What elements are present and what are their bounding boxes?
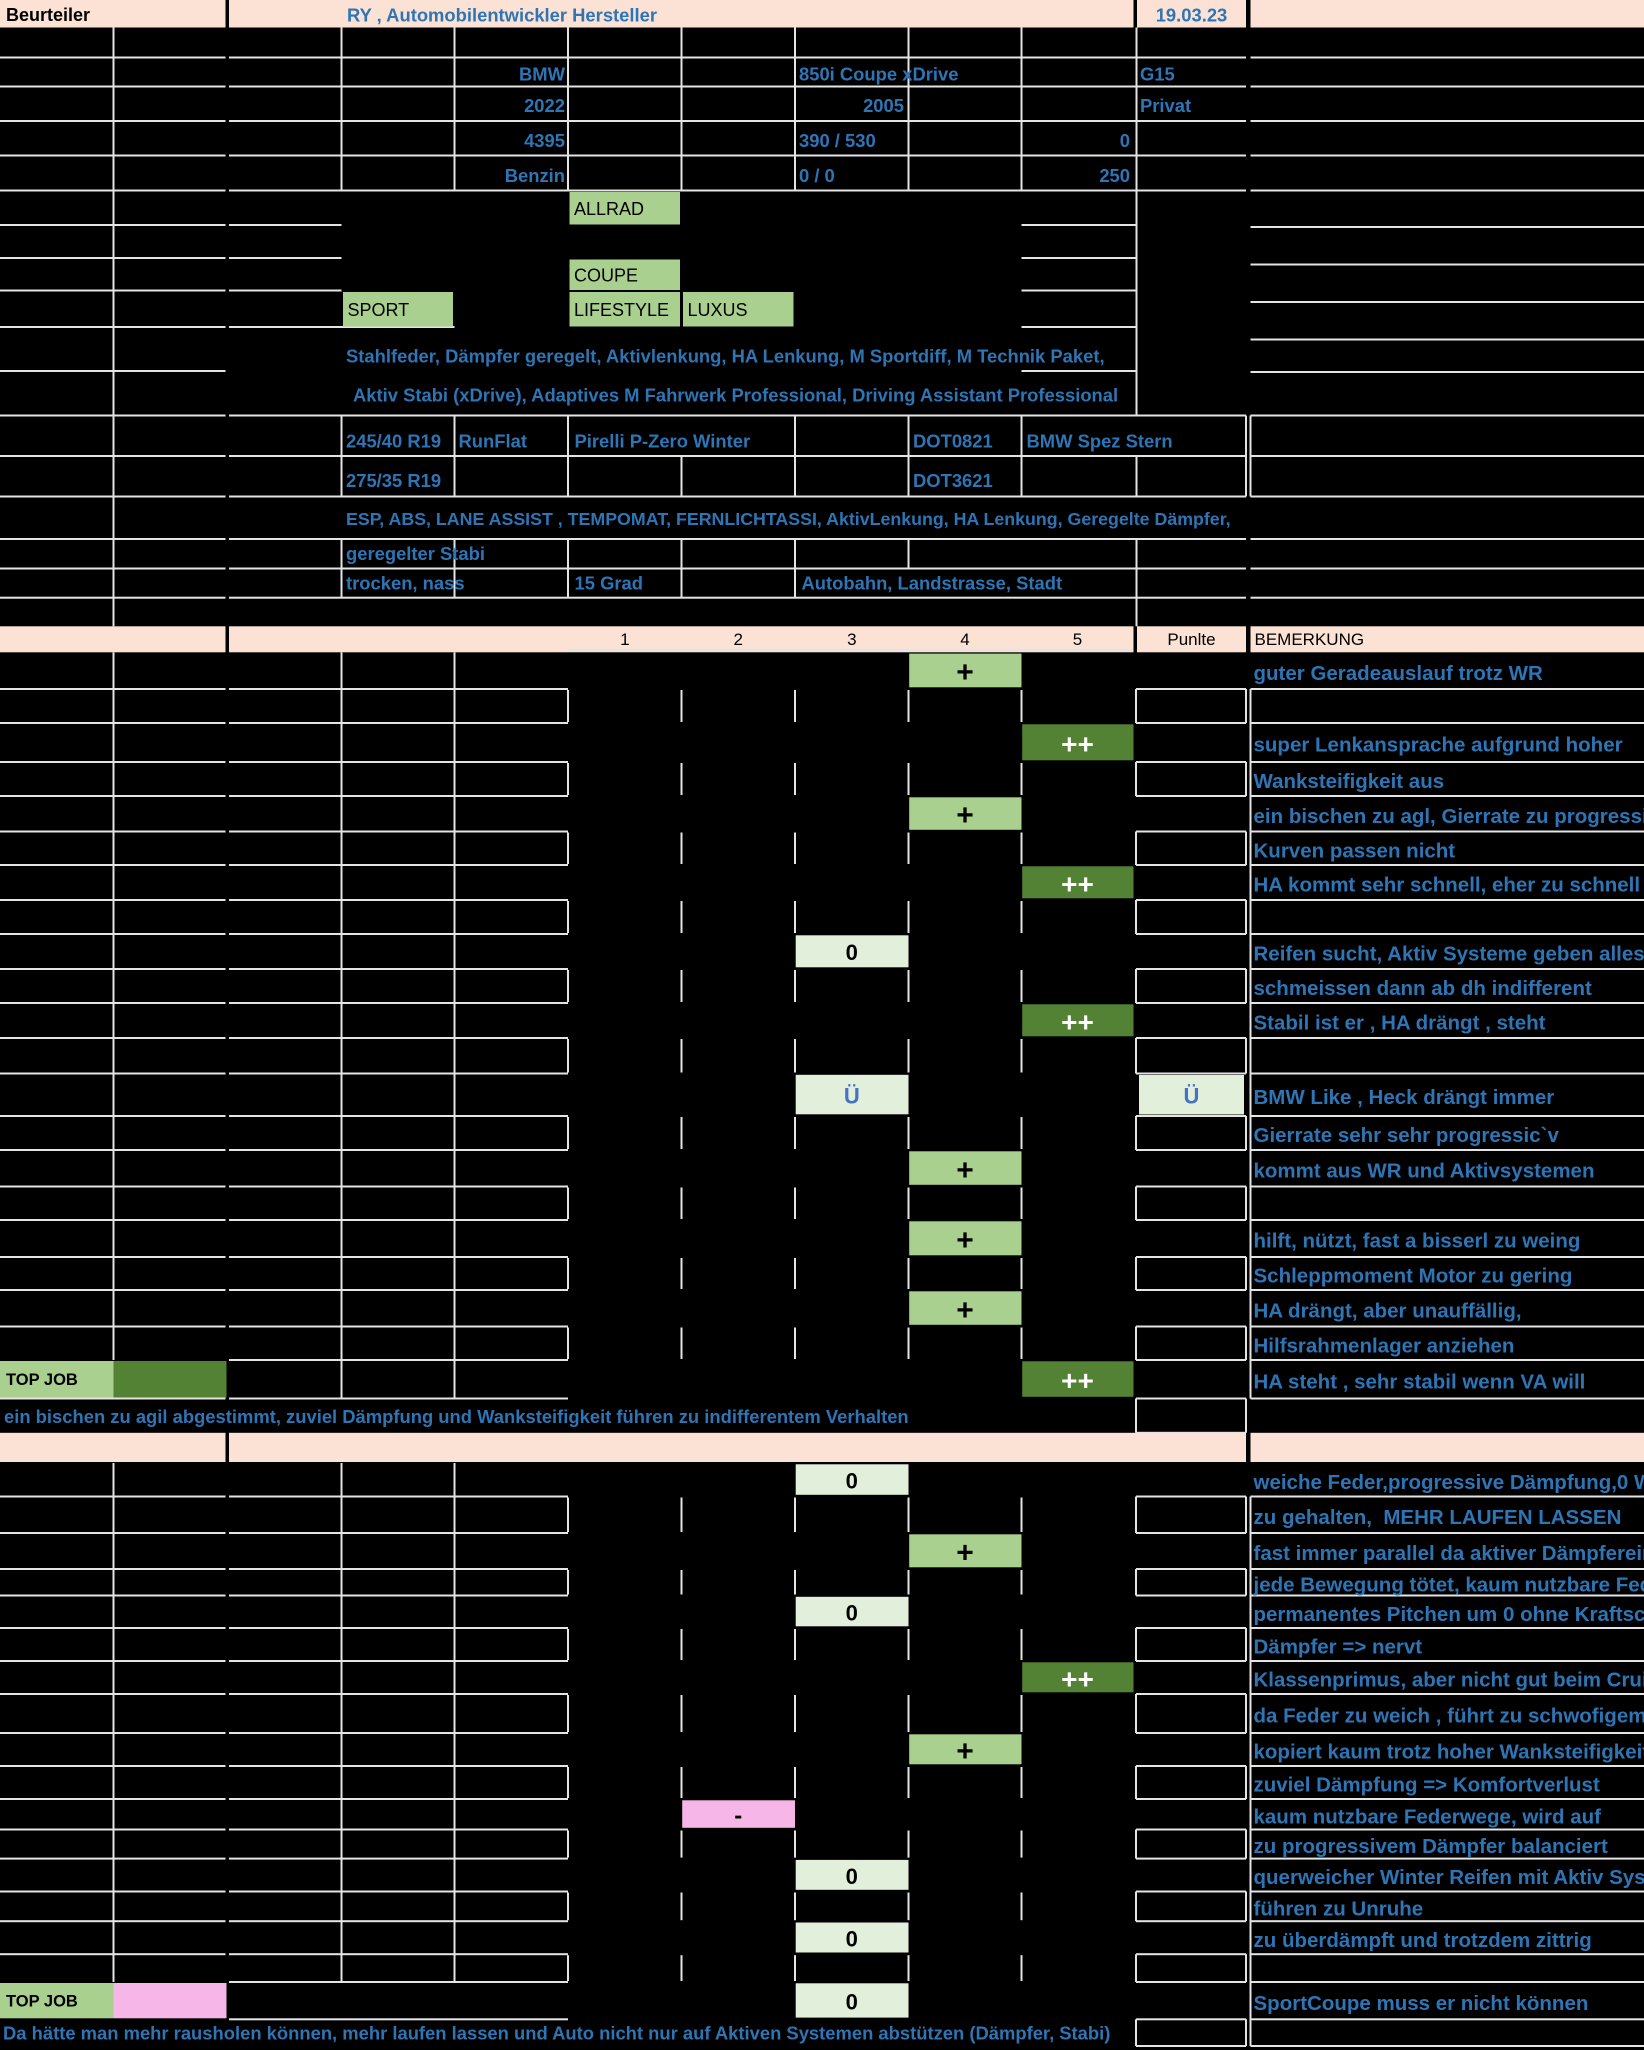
- svg-text:kommt aus WR und Aktivsystemen: kommt aus WR und Aktivsystemen: [1254, 1159, 1595, 1182]
- svg-text:3: 3: [847, 630, 856, 649]
- svg-text:Pirelli P-Zero Winter: Pirelli P-Zero Winter: [575, 430, 751, 451]
- svg-text:jede Bewegung tötet, kaum nutz: jede Bewegung tötet, kaum nutzbare Feder…: [1253, 1573, 1644, 1596]
- svg-text:0 / 0: 0 / 0: [799, 165, 835, 186]
- svg-text:4395: 4395: [524, 130, 565, 151]
- svg-text:Dämpfer => nervt: Dämpfer => nervt: [1254, 1636, 1423, 1659]
- svg-text:BEMERKUNG: BEMERKUNG: [1255, 630, 1365, 649]
- svg-text:permanentes Pitchen um 0 ohne: permanentes Pitchen um 0 ohne Kraftschlu…: [1254, 1603, 1644, 1626]
- svg-text:guter Geradeauslauf trotz WR: guter Geradeauslauf trotz WR: [1254, 662, 1544, 685]
- svg-text:Beurteiler: Beurteiler: [6, 5, 90, 25]
- svg-text:Klassenprimus, aber nicht gut: Klassenprimus, aber nicht gut beim Cruis…: [1254, 1669, 1644, 1692]
- svg-text:DOT3621: DOT3621: [913, 470, 993, 491]
- svg-text:850i Coupe xDrive: 850i Coupe xDrive: [799, 63, 958, 84]
- svg-text:Punlte: Punlte: [1167, 630, 1215, 649]
- svg-text:Ü: Ü: [844, 1084, 860, 1109]
- svg-text:-: -: [734, 1803, 742, 1830]
- svg-text:TOP JOB: TOP JOB: [6, 1371, 78, 1389]
- svg-text:2005: 2005: [863, 95, 904, 116]
- svg-text:SportCoupe muss er nicht könne: SportCoupe muss er nicht können: [1254, 1992, 1589, 2015]
- svg-text:+: +: [956, 656, 974, 689]
- svg-text:++: ++: [1061, 728, 1094, 759]
- svg-text:BMW: BMW: [519, 63, 566, 84]
- svg-text:+: +: [956, 1537, 974, 1570]
- svg-text:HA steht , sehr stabil wenn VA: HA steht , sehr stabil wenn VA will: [1254, 1370, 1586, 1393]
- svg-text:zuviel Dämpfung => Komfortverl: zuviel Dämpfung => Komfortverlust: [1254, 1774, 1600, 1797]
- svg-text:Autobahn, Landstrasse, Stadt: Autobahn, Landstrasse, Stadt: [802, 572, 1063, 593]
- svg-text:Stahlfeder, Dämpfer geregelt,: Stahlfeder, Dämpfer geregelt, Aktivlenku…: [346, 345, 1105, 366]
- svg-text:1: 1: [620, 630, 629, 649]
- svg-text:geregelter Stabi: geregelter Stabi: [346, 543, 485, 564]
- svg-text:0: 0: [846, 1989, 858, 2014]
- svg-text:hilft, nützt, fast a bisserl z: hilft, nützt, fast a bisserl zu weing: [1254, 1230, 1581, 1253]
- svg-text:ein bischen zu agil abgestimmt: ein bischen zu agil abgestimmt, zuviel D…: [4, 1406, 909, 1427]
- svg-text:RunFlat: RunFlat: [459, 430, 527, 451]
- svg-text:Schleppmoment Motor zu gering: Schleppmoment Motor zu gering: [1254, 1265, 1573, 1288]
- svg-text:0: 0: [1120, 130, 1130, 151]
- svg-text:G15: G15: [1140, 63, 1175, 84]
- svg-text:+: +: [956, 1735, 974, 1768]
- svg-text:Wanksteifigkeit aus: Wanksteifigkeit aus: [1254, 770, 1445, 793]
- svg-text:19.03.23: 19.03.23: [1156, 4, 1228, 25]
- svg-text:0: 0: [846, 1469, 858, 1494]
- svg-text:15 Grad: 15 Grad: [575, 572, 644, 593]
- svg-text:COUPE: COUPE: [574, 265, 638, 285]
- svg-text:DOT0821: DOT0821: [913, 430, 993, 451]
- svg-text:4: 4: [960, 630, 969, 649]
- svg-text:5: 5: [1073, 630, 1082, 649]
- svg-text:Hilfsrahmenlager anziehen: Hilfsrahmenlager anziehen: [1254, 1334, 1515, 1357]
- svg-text:0: 0: [846, 1601, 858, 1626]
- svg-text:kaum nutzbare Federwege, wird: kaum nutzbare Federwege, wird auf: [1254, 1805, 1602, 1828]
- svg-text:++: ++: [1061, 1365, 1094, 1396]
- svg-text:zu gehalten, MEHR LAUFEN LASS: zu gehalten, MEHR LAUFEN LASSEN: [1254, 1506, 1622, 1529]
- svg-text:führen zu Unruhe: führen zu Unruhe: [1254, 1898, 1424, 1921]
- svg-text:querweicher Winter Reifen mit: querweicher Winter Reifen mit Aktiv Syst…: [1254, 1866, 1644, 1889]
- svg-text:schmeissen dann ab dh indiffer: schmeissen dann ab dh indifferent: [1254, 977, 1592, 1000]
- svg-text:0: 0: [846, 1926, 858, 1951]
- svg-text:Kurven passen nicht: Kurven passen nicht: [1254, 839, 1456, 862]
- svg-text:BMW Spez Stern: BMW Spez Stern: [1027, 430, 1173, 451]
- svg-text:SPORT: SPORT: [348, 300, 410, 320]
- svg-text:Stabil ist er , HA drängt , st: Stabil ist er , HA drängt , steht: [1254, 1012, 1546, 1035]
- svg-text:2022: 2022: [524, 95, 565, 116]
- svg-text:RY , Automobilentwickler Herst: RY , Automobilentwickler Hersteller: [347, 4, 657, 25]
- svg-text:LUXUS: LUXUS: [688, 300, 748, 320]
- svg-text:++: ++: [1061, 868, 1094, 899]
- svg-text:HA kommt sehr schnell, eher zu: HA kommt sehr schnell, eher zu schnell: [1254, 874, 1641, 897]
- svg-text:zu überdämpft und trotzdem zit: zu überdämpft und trotzdem zittrig: [1254, 1929, 1592, 1952]
- svg-text:2: 2: [733, 630, 742, 649]
- svg-text:Aktiv Stabi (xDrive), Adaptive: Aktiv Stabi (xDrive), Adaptives M Fahrwe…: [353, 384, 1118, 405]
- svg-text:HA drängt, aber unauffällig,: HA drängt, aber unauffällig,: [1254, 1299, 1522, 1322]
- svg-text:trocken, nass: trocken, nass: [346, 572, 465, 593]
- svg-text:+: +: [956, 1224, 974, 1257]
- svg-text:390 / 530: 390 / 530: [799, 130, 876, 151]
- svg-text:Gierrate sehr sehr progressic`: Gierrate sehr sehr progressic`v: [1254, 1124, 1560, 1147]
- svg-text:++: ++: [1061, 1006, 1094, 1037]
- svg-text:250: 250: [1099, 165, 1130, 186]
- svg-text:+: +: [956, 1294, 974, 1327]
- svg-text:TOP JOB: TOP JOB: [6, 1992, 78, 2010]
- svg-text:+: +: [956, 799, 974, 832]
- svg-text:weiche Feder,progressive Dämpf: weiche Feder,progressive Dämpfung,0 Wank…: [1253, 1471, 1644, 1494]
- svg-text:+: +: [956, 1154, 974, 1187]
- svg-text:ALLRAD: ALLRAD: [574, 199, 644, 219]
- svg-text:ESP, ABS, LANE ASSIST , TEMPOM: ESP, ABS, LANE ASSIST , TEMPOMAT, FERNLI…: [346, 509, 1231, 529]
- svg-text:BMW Like , Heck drängt immer: BMW Like , Heck drängt immer: [1254, 1086, 1555, 1109]
- svg-text:0: 0: [846, 1864, 858, 1889]
- svg-text:Da hätte man mehr rausholen kö: Da hätte man mehr rausholen können, mehr…: [3, 2022, 1110, 2043]
- svg-text:++: ++: [1061, 1663, 1094, 1694]
- svg-text:275/35 R19: 275/35 R19: [346, 470, 441, 491]
- svg-text:super Lenkansprache aufgrund h: super Lenkansprache aufgrund hoher: [1254, 734, 1623, 757]
- svg-text:Privat: Privat: [1140, 95, 1191, 116]
- svg-text:LIFESTYLE: LIFESTYLE: [574, 300, 669, 320]
- svg-text:Ü: Ü: [1184, 1084, 1200, 1109]
- svg-text:da Feder zu weich , führt zu s: da Feder zu weich , führt zu schwofigem …: [1254, 1705, 1644, 1728]
- svg-text:ein bischen zu agl, Gierrate z: ein bischen zu agl, Gierrate zu progress…: [1254, 805, 1644, 828]
- svg-text:zu progressivem Dämpfer balanc: zu progressivem Dämpfer balanciert: [1254, 1835, 1608, 1858]
- svg-text:Reifen sucht, Aktiv Systeme ge: Reifen sucht, Aktiv Systeme geben alles: [1254, 943, 1644, 966]
- svg-text:Benzin: Benzin: [505, 165, 565, 186]
- svg-text:fast immer parallel da aktiver: fast immer parallel da aktiver Dämpferei…: [1254, 1542, 1644, 1565]
- svg-text:245/40 R19: 245/40 R19: [346, 430, 441, 451]
- svg-text:kopiert kaum trotz hoher Wanks: kopiert kaum trotz hoher Wanksteifigkeit…: [1254, 1741, 1644, 1764]
- svg-text:0: 0: [846, 940, 858, 965]
